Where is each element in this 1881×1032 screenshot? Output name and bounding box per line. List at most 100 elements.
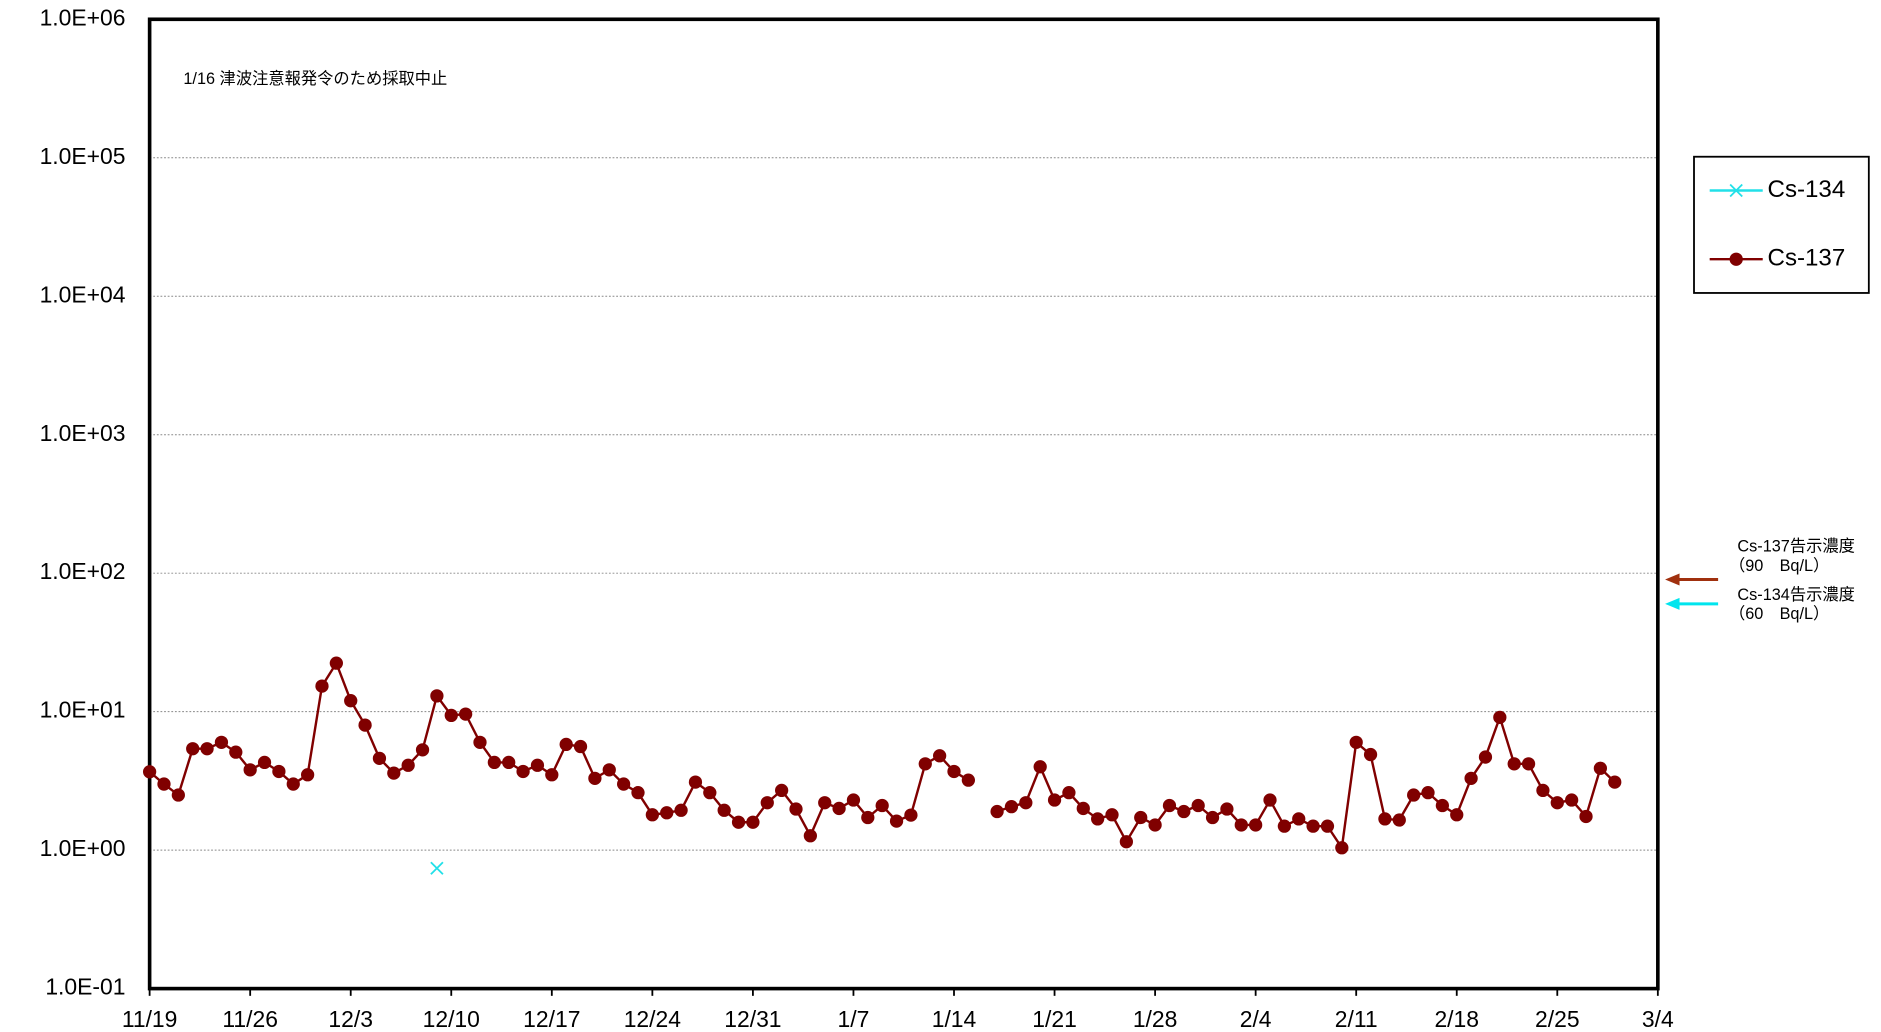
data-point	[430, 689, 444, 703]
data-point	[717, 803, 731, 817]
x-tick-label: 1/14	[932, 1006, 977, 1032]
y-tick-label: 1.0E+04	[40, 281, 126, 307]
data-point	[1608, 775, 1622, 789]
data-point	[473, 735, 487, 750]
data-point	[1148, 818, 1162, 832]
data-point	[660, 806, 674, 820]
data-point	[1435, 798, 1450, 813]
data-point	[1004, 800, 1019, 814]
data-point	[1134, 810, 1148, 825]
series-line	[996, 713, 1616, 852]
data-point	[559, 737, 573, 752]
data-point	[401, 758, 415, 772]
data-point	[1421, 786, 1435, 800]
data-point	[530, 758, 545, 772]
data-point	[1162, 798, 1177, 813]
data-point	[703, 786, 717, 800]
data-point	[1249, 818, 1263, 832]
data-point	[947, 764, 961, 779]
data-point	[157, 777, 171, 791]
x-tick-label: 12/10	[423, 1006, 480, 1032]
data-point	[358, 718, 372, 732]
reference-sublabel: （60 Bq/L）	[1729, 605, 1829, 623]
legend-marker	[1729, 252, 1743, 266]
y-tick-label: 1.0E+03	[40, 420, 126, 446]
x-tick-label: 2/25	[1535, 1006, 1580, 1032]
data-point	[171, 788, 185, 802]
data-point	[1220, 802, 1234, 816]
x-tick-label: 2/18	[1434, 1006, 1479, 1032]
data-point	[200, 742, 214, 756]
marker-stroke	[1729, 183, 1743, 198]
y-tick-label: 1.0E+01	[40, 697, 126, 723]
data-point	[775, 783, 789, 798]
data-point	[760, 796, 774, 810]
data-point	[1450, 808, 1464, 822]
reference-arrowhead	[1665, 573, 1680, 586]
data-point	[645, 808, 659, 822]
data-point	[387, 766, 401, 780]
data-point	[573, 739, 588, 754]
data-point	[1363, 747, 1378, 762]
data-point	[1392, 813, 1406, 827]
data-point	[961, 773, 975, 787]
data-point	[617, 777, 631, 791]
data-point	[1335, 841, 1349, 855]
data-point	[803, 829, 817, 843]
data-point	[1493, 710, 1507, 724]
data-point	[1191, 798, 1205, 813]
data-point	[631, 786, 645, 800]
data-point	[1349, 735, 1363, 750]
data-point	[1464, 771, 1478, 785]
data-point	[1407, 788, 1421, 802]
data-point	[545, 768, 559, 782]
data-point	[818, 796, 832, 810]
x-tick-label: 3/4	[1642, 1006, 1674, 1032]
data-point	[990, 804, 1004, 819]
data-point	[186, 742, 200, 756]
data-point	[688, 775, 703, 789]
data-point	[1119, 835, 1134, 849]
data-point	[588, 771, 602, 785]
data-point	[315, 679, 329, 693]
data-point	[1019, 796, 1033, 810]
data-point	[516, 764, 530, 779]
data-point	[329, 656, 343, 670]
data-point	[1234, 818, 1248, 832]
data-point	[1177, 804, 1191, 819]
data-point	[257, 755, 272, 770]
legend-box	[1693, 155, 1870, 294]
reference-arrowhead	[1665, 597, 1680, 610]
data-point	[933, 749, 947, 763]
data-point	[1378, 812, 1392, 826]
reference-sublabel: （90 Bq/L）	[1729, 557, 1829, 575]
data-point	[846, 793, 861, 807]
data-point	[1550, 796, 1564, 810]
data-point	[142, 765, 157, 779]
data-point	[789, 802, 803, 816]
data-point	[1306, 819, 1320, 833]
data-point	[1205, 810, 1220, 825]
data-point	[1076, 801, 1090, 816]
y-tick-label: 1.0E+06	[40, 4, 126, 30]
data-point	[674, 803, 688, 817]
data-point	[214, 735, 229, 750]
data-point	[229, 745, 243, 759]
reference-label: Cs-137告示濃度	[1737, 538, 1855, 556]
x-tick-label: 11/19	[122, 1006, 178, 1032]
data-point	[904, 808, 918, 822]
data-point	[430, 861, 444, 875]
legend-label: Cs-134	[1768, 176, 1846, 203]
data-point	[1478, 750, 1493, 764]
x-tick-label: 12/31	[724, 1006, 781, 1032]
data-point	[1579, 809, 1593, 824]
x-tick-label: 1/7	[838, 1006, 870, 1032]
series-line	[148, 660, 969, 839]
data-point	[1565, 793, 1579, 807]
y-tick-label: 1.0E+05	[40, 143, 126, 169]
data-point	[1536, 783, 1550, 798]
data-point	[243, 763, 257, 777]
data-point	[1593, 761, 1608, 775]
data-point	[918, 757, 932, 771]
data-point	[1507, 757, 1521, 771]
